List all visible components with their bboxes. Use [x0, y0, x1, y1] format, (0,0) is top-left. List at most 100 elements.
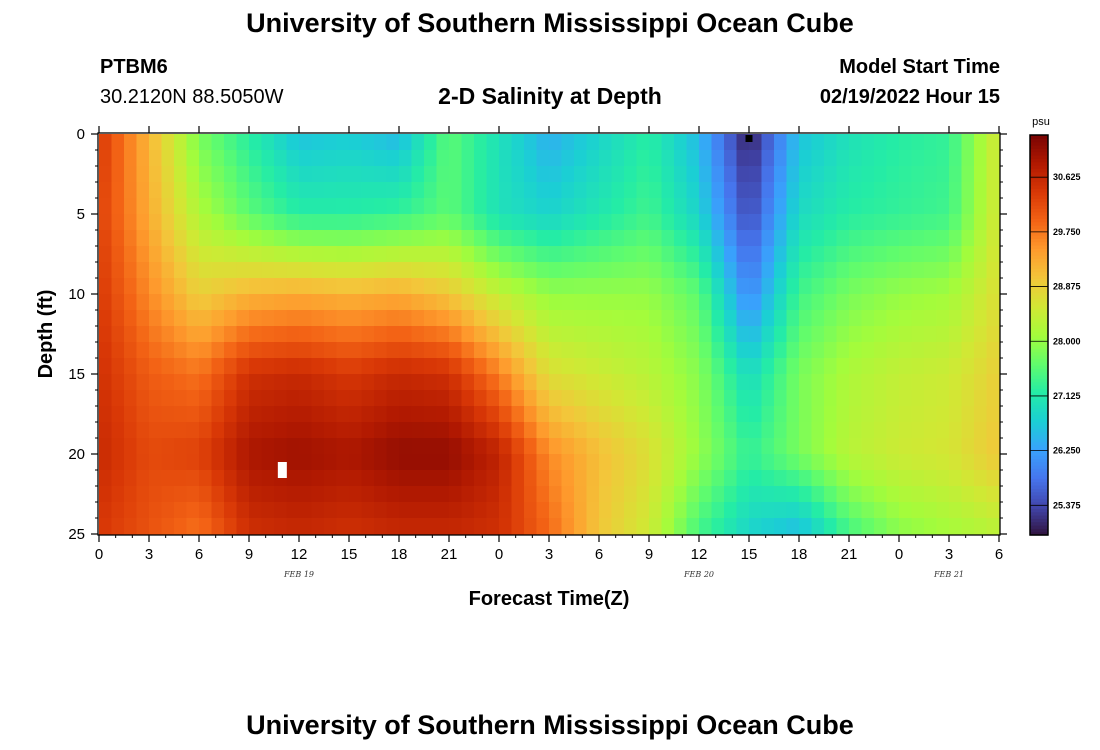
heatmap-cell	[461, 214, 475, 231]
heatmap-cell	[899, 134, 913, 151]
heatmap-cell	[236, 150, 250, 167]
heatmap-cell	[874, 470, 888, 487]
heatmap-cell	[349, 262, 363, 279]
colorbar-segment	[1030, 165, 1048, 169]
heatmap-cell	[874, 134, 888, 151]
heatmap-cell	[936, 406, 950, 423]
heatmap-cell	[961, 310, 975, 327]
heatmap-cell	[374, 134, 388, 151]
colorbar-segment	[1030, 135, 1048, 139]
heatmap-cell	[824, 246, 838, 263]
heatmap-cell	[499, 502, 513, 519]
heatmap-cell	[636, 262, 650, 279]
heatmap-cell	[986, 486, 1000, 503]
heatmap-cell	[674, 502, 688, 519]
heatmap-cell	[274, 390, 288, 407]
heatmap-cell	[711, 198, 725, 215]
heatmap-cell	[599, 390, 613, 407]
x-tick-label: 9	[645, 546, 653, 563]
heatmap-cell	[499, 150, 513, 167]
heatmap-cell	[274, 294, 288, 311]
heatmap-cell	[424, 278, 438, 295]
heatmap-cell	[974, 438, 988, 455]
heatmap-cell	[774, 358, 788, 375]
heatmap-cell	[374, 262, 388, 279]
heatmap-cell	[736, 326, 750, 343]
heatmap-cell	[386, 262, 400, 279]
heatmap-cell	[961, 422, 975, 439]
heatmap-cell	[974, 214, 988, 231]
heatmap-cell	[361, 358, 375, 375]
heatmap-cell	[724, 358, 738, 375]
heatmap-cell	[686, 358, 700, 375]
heatmap-cell	[411, 406, 425, 423]
heatmap-cell	[836, 198, 850, 215]
colorbar-segment	[1030, 185, 1048, 189]
heatmap-cell	[736, 390, 750, 407]
heatmap-cell	[824, 342, 838, 359]
heatmap-cell	[136, 214, 150, 231]
heatmap-cell	[311, 134, 325, 151]
heatmap-cell	[674, 214, 688, 231]
heatmap-cell	[699, 470, 713, 487]
heatmap-cell	[524, 454, 538, 471]
heatmap-cell	[474, 438, 488, 455]
heatmap-cell	[699, 262, 713, 279]
heatmap-cell	[986, 502, 1000, 519]
heatmap-cell	[486, 214, 500, 231]
heatmap-cell	[449, 518, 463, 535]
heatmap-cell	[336, 166, 350, 183]
heatmap-cell	[399, 326, 413, 343]
heatmap-cell	[661, 150, 675, 167]
heatmap-cell	[324, 198, 338, 215]
heatmap-cell	[274, 214, 288, 231]
heatmap-cell	[111, 454, 125, 471]
heatmap-cell	[474, 470, 488, 487]
heatmap-cell	[524, 390, 538, 407]
heatmap-cell	[749, 438, 763, 455]
heatmap-cell	[824, 358, 838, 375]
heatmap-cell	[136, 310, 150, 327]
heatmap-cell	[224, 150, 238, 167]
heatmap-cell	[586, 518, 600, 535]
heatmap-cell	[899, 358, 913, 375]
heatmap-cell	[624, 310, 638, 327]
heatmap-cell	[336, 374, 350, 391]
heatmap-cell	[636, 246, 650, 263]
heatmap-cell	[674, 422, 688, 439]
heatmap-cell	[774, 422, 788, 439]
heatmap-cell	[774, 166, 788, 183]
main-title: University of Southern Mississippi Ocean…	[246, 8, 854, 38]
heatmap-cell	[474, 390, 488, 407]
heatmap-cell	[636, 406, 650, 423]
heatmap-cell	[624, 406, 638, 423]
heatmap-cell	[261, 214, 275, 231]
heatmap-cell	[974, 310, 988, 327]
heatmap-cell	[886, 470, 900, 487]
heatmap-cell	[549, 518, 563, 535]
heatmap-cell	[874, 310, 888, 327]
heatmap-cell	[874, 422, 888, 439]
heatmap-cell	[261, 390, 275, 407]
heatmap-cell	[861, 470, 875, 487]
heatmap-cell	[99, 326, 113, 343]
heatmap-cell	[636, 182, 650, 199]
heatmap-cell	[786, 342, 800, 359]
heatmap-cell	[461, 246, 475, 263]
heatmap-cell	[861, 486, 875, 503]
heatmap-cell	[286, 502, 300, 519]
colorbar-segment	[1030, 305, 1048, 309]
heatmap-cell	[624, 262, 638, 279]
heatmap-cell	[236, 326, 250, 343]
heatmap-cell	[186, 198, 200, 215]
heatmap-cell	[799, 422, 813, 439]
heatmap-cell	[961, 278, 975, 295]
heatmap-cell	[99, 454, 113, 471]
heatmap-cell	[199, 326, 213, 343]
heatmap-cell	[186, 278, 200, 295]
heatmap-cell	[124, 182, 138, 199]
heatmap-cell	[611, 342, 625, 359]
heatmap-cell	[736, 182, 750, 199]
heatmap-cell	[674, 150, 688, 167]
